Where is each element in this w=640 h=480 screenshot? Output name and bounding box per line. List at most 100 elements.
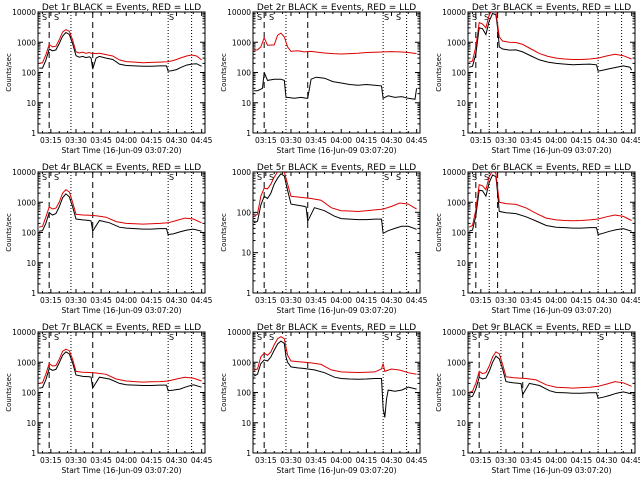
x-tick-label: 03:45 <box>90 296 112 305</box>
series-line-lld <box>38 189 202 228</box>
x-tick-label: 04:00 <box>115 136 137 145</box>
x-tick-label: 03:15 <box>470 456 492 465</box>
state-flag-label: S <box>169 333 174 342</box>
state-flag-label: S <box>42 333 47 342</box>
plot-frame <box>37 171 206 294</box>
x-tick-label: 03:30 <box>495 136 517 145</box>
x-tick-label: 03:30 <box>280 136 302 145</box>
y-tick-label: 100 <box>237 69 252 78</box>
x-tick-label: 04:15 <box>356 136 378 145</box>
series-line-lld <box>468 12 632 63</box>
panel-title: Det 1r BLACK = Events, RED = LLD <box>42 3 201 13</box>
series-line-lld <box>468 172 632 228</box>
x-tick-label: 03:30 <box>65 456 87 465</box>
y-tick-label: 100 <box>452 229 467 238</box>
y-tick-label: 10 <box>241 249 251 258</box>
y-tick-label: 10 <box>456 419 466 428</box>
x-tick-label: 03:30 <box>495 456 517 465</box>
plot-frame <box>252 11 421 134</box>
y-tick-label: 100 <box>22 229 37 238</box>
y-tick-label: 10000 <box>442 328 466 337</box>
state-flag-label: S <box>484 173 489 182</box>
y-tick-label: 10 <box>26 99 36 108</box>
plot-frame <box>252 331 421 454</box>
x-tick-label: 03:15 <box>470 136 492 145</box>
panel-title: Det 6r BLACK = Events, RED = LLD <box>472 163 631 173</box>
x-tick-label: 04:30 <box>381 456 403 465</box>
y-axis-label: Counts/sec <box>5 53 13 92</box>
y-tick-label: 10000 <box>442 8 466 17</box>
x-tick-label: 04:45 <box>621 456 640 465</box>
x-tick-label: 04:30 <box>596 136 618 145</box>
y-tick-label: 1000 <box>17 38 36 47</box>
state-flag-label: S <box>472 13 477 22</box>
x-tick-label: 04:30 <box>596 296 618 305</box>
x-tick-label: 04:00 <box>115 296 137 305</box>
panel-title: Det 2r BLACK = Events, RED = LLD <box>257 3 416 13</box>
x-tick-label: 03:45 <box>90 456 112 465</box>
state-flag-label: S <box>169 13 174 22</box>
x-tick-label: 04:45 <box>406 136 428 145</box>
x-tick-label: 03:30 <box>280 296 302 305</box>
series-line-events <box>468 174 632 236</box>
panel-title: Det 8r BLACK = Events, RED = LLD <box>257 323 416 333</box>
state-flag-label: S <box>269 13 274 22</box>
y-tick-label: 10000 <box>12 328 36 337</box>
x-tick-label: 03:45 <box>520 456 542 465</box>
plot-frame <box>467 171 636 294</box>
state-flag-label: S <box>396 13 401 22</box>
x-tick-label: 03:15 <box>255 296 277 305</box>
x-tick-label: 04:15 <box>571 136 593 145</box>
x-tick-label: 04:00 <box>330 136 352 145</box>
state-flag-label: S <box>396 333 401 342</box>
x-axis-label: Start Time (16-Jun-09 03:07:20) <box>277 466 397 475</box>
x-tick-label: 03:30 <box>65 296 87 305</box>
series-line-lld <box>468 351 632 393</box>
plot-frame <box>467 11 636 134</box>
x-tick-label: 04:30 <box>166 136 188 145</box>
x-tick-label: 04:45 <box>191 456 213 465</box>
series-line-events <box>254 72 418 100</box>
x-tick-label: 04:45 <box>406 456 428 465</box>
y-tick-label: 100 <box>452 389 467 398</box>
x-tick-label: 04:15 <box>141 296 163 305</box>
series-line-lld <box>253 336 417 375</box>
x-tick-label: 03:30 <box>65 136 87 145</box>
y-tick-label: 10 <box>456 99 466 108</box>
y-tick-label: 100 <box>452 69 467 78</box>
plot-frame <box>37 331 206 454</box>
x-tick-label: 04:00 <box>115 456 137 465</box>
state-flag-label: S <box>257 173 262 182</box>
series-line-events <box>39 193 202 236</box>
state-flag-label: S <box>484 333 489 342</box>
state-flag-label: S <box>257 13 262 22</box>
y-tick-label: 10000 <box>12 168 36 177</box>
state-flag-label: S <box>54 13 59 22</box>
x-tick-label: 04:30 <box>166 296 188 305</box>
x-tick-label: 04:45 <box>621 136 640 145</box>
y-tick-label: 10 <box>456 259 466 268</box>
state-flag-label: S <box>396 173 401 182</box>
state-flag-label: S <box>42 13 47 22</box>
y-axis-label: Counts/sec <box>220 213 228 252</box>
x-tick-label: 03:45 <box>520 136 542 145</box>
x-axis-label: Start Time (16-Jun-09 03:07:20) <box>277 306 397 315</box>
plot-frame <box>252 171 421 294</box>
y-tick-label: 1 <box>31 289 36 298</box>
series-line-events <box>39 351 202 392</box>
x-tick-label: 04:45 <box>621 296 640 305</box>
y-tick-label: 1000 <box>447 38 466 47</box>
state-flag-label: S <box>472 333 477 342</box>
state-flag-label: S <box>472 173 477 182</box>
y-tick-label: 100 <box>237 208 252 217</box>
y-tick-label: 100 <box>22 389 37 398</box>
x-tick-label: 04:45 <box>191 296 213 305</box>
series-line-events <box>468 12 633 72</box>
x-tick-label: 03:45 <box>305 136 327 145</box>
x-tick-label: 04:15 <box>571 296 593 305</box>
x-tick-label: 04:00 <box>545 296 567 305</box>
x-axis-label: Start Time (16-Jun-09 03:07:20) <box>492 306 612 315</box>
y-tick-label: 100 <box>237 389 252 398</box>
